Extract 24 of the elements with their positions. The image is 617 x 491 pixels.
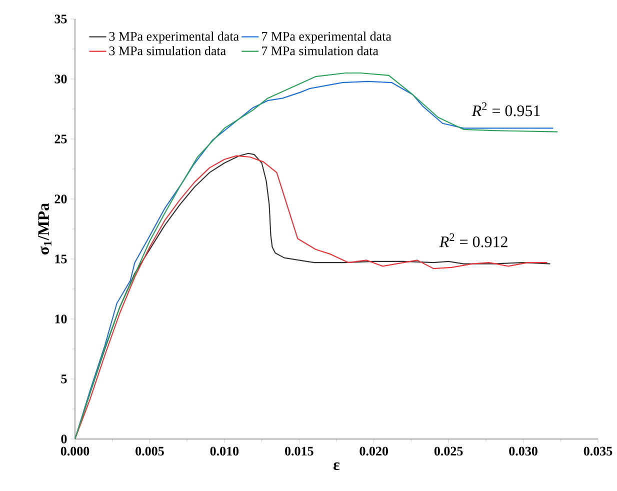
- legend-label: 7 MPa experimental data: [262, 32, 392, 44]
- x-tick-label: 0.035: [584, 446, 612, 456]
- legend-label: 3 MPa simulation data: [109, 46, 226, 56]
- x-tick-label: 0.020: [360, 446, 388, 456]
- y-tick-label: 25: [54, 134, 67, 144]
- y-tick-label: 15: [55, 254, 67, 264]
- legend-label: 3 MPa experimental data: [109, 32, 239, 44]
- x-tick-label: 0.000: [60, 446, 90, 456]
- x-tick-label: 0.015: [285, 446, 314, 456]
- x-axis-title: ε: [334, 462, 340, 470]
- y-tick-label: 35: [54, 14, 67, 24]
- y-tick-label: 30: [54, 74, 67, 84]
- x-tick-label: 0.005: [136, 446, 164, 456]
- annotation: R$^{2}$ = 0.951: [472, 102, 540, 116]
- legend-label: 7 MPa simulation data: [262, 46, 378, 56]
- text: σ$_{1}$/MPa: [38, 203, 52, 254]
- annotation: R$^{2}$ = 0.912: [439, 233, 508, 248]
- y-tick-label: 0: [61, 434, 67, 444]
- y-tick-label: 10: [55, 314, 67, 324]
- y-tick-label: 20: [54, 194, 67, 204]
- x-tick-label: 0.030: [509, 446, 538, 456]
- x-tick-label: 0.010: [210, 446, 239, 456]
- x-tick-label: 0.025: [434, 446, 463, 456]
- y-tick-label: 5: [61, 374, 67, 384]
